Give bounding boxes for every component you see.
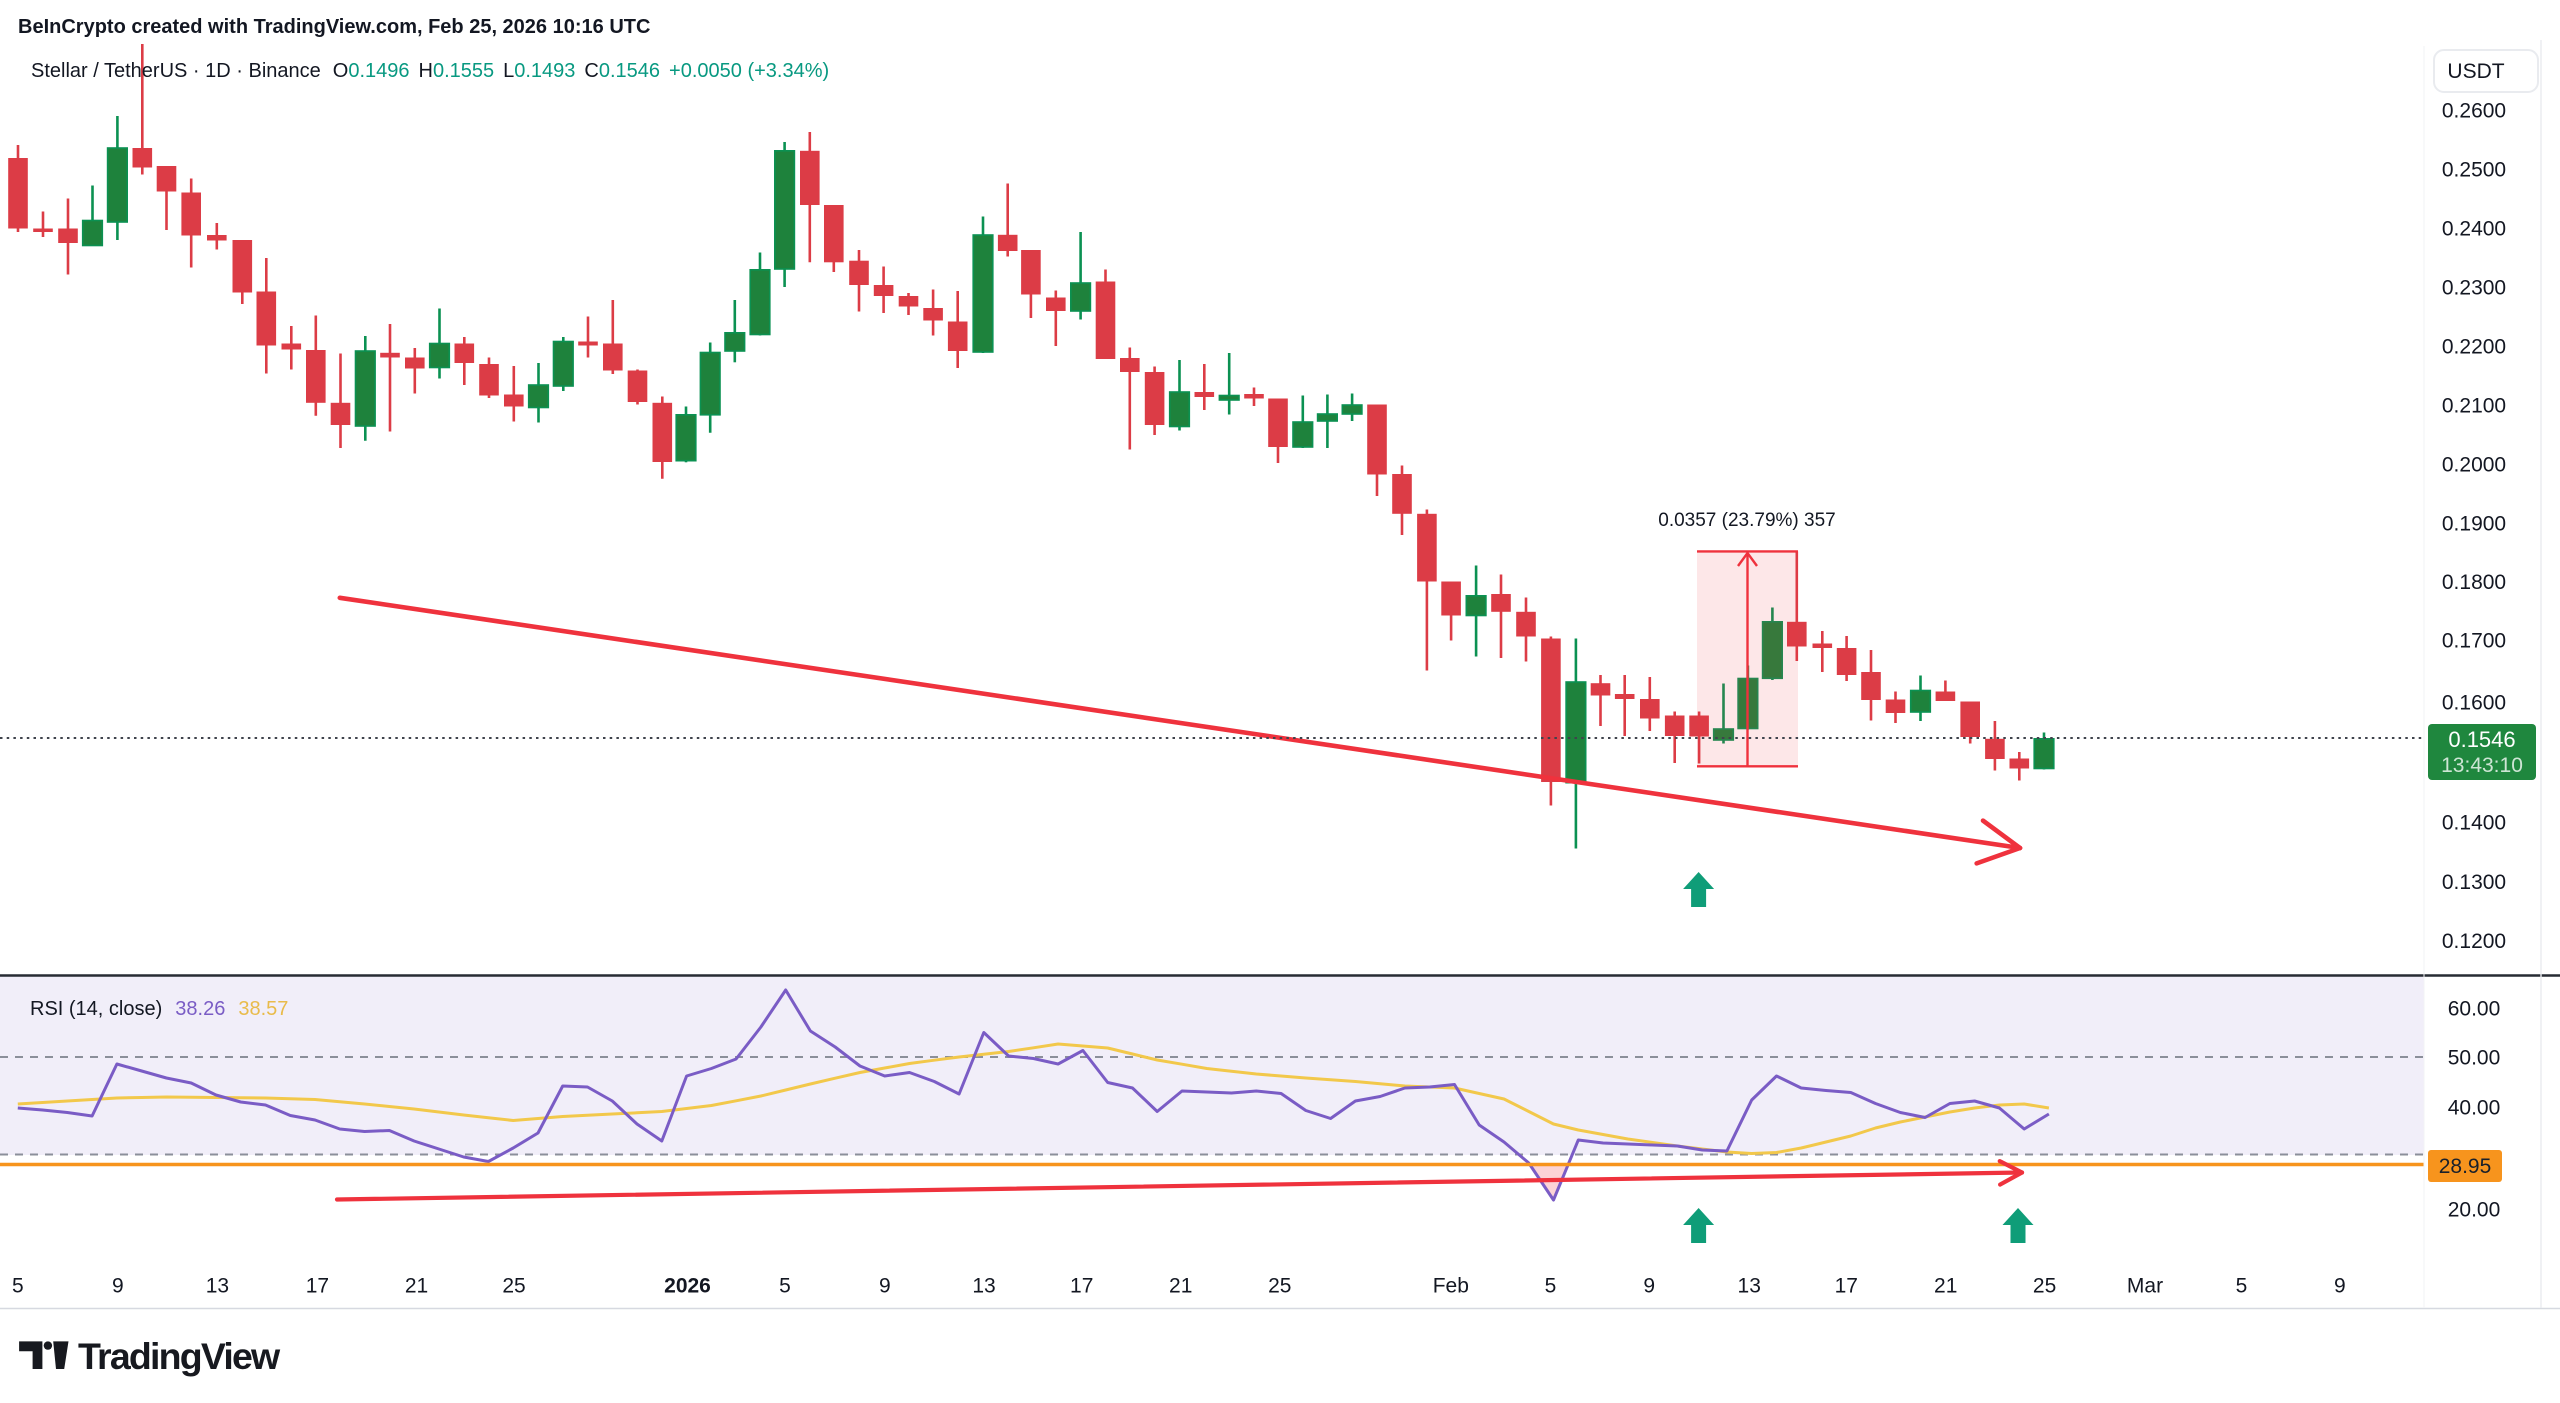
svg-text:Mar: Mar <box>2127 1275 2163 1298</box>
svg-text:50.00: 50.00 <box>2448 1047 2501 1070</box>
svg-text:5: 5 <box>12 1275 24 1298</box>
svg-text:5: 5 <box>2236 1275 2248 1298</box>
svg-text:0.1546: 0.1546 <box>2448 727 2515 752</box>
svg-text:2026: 2026 <box>664 1275 711 1298</box>
svg-text:25: 25 <box>2033 1275 2056 1298</box>
svg-text:13: 13 <box>206 1275 229 1298</box>
svg-text:0.2000: 0.2000 <box>2442 454 2506 477</box>
svg-text:13:43:10: 13:43:10 <box>2441 754 2523 777</box>
svg-text:17: 17 <box>1070 1275 1093 1298</box>
svg-text:0.2400: 0.2400 <box>2442 218 2506 241</box>
svg-text:21: 21 <box>1934 1275 1957 1298</box>
svg-text:9: 9 <box>879 1275 891 1298</box>
svg-text:0.1700: 0.1700 <box>2442 630 2506 653</box>
svg-text:0.2100: 0.2100 <box>2442 395 2506 418</box>
svg-text:0.1300: 0.1300 <box>2442 871 2506 894</box>
svg-text:5: 5 <box>1545 1275 1557 1298</box>
svg-text:0.0357 (23.79%) 357: 0.0357 (23.79%) 357 <box>1658 510 1835 531</box>
svg-text:13: 13 <box>972 1275 995 1298</box>
svg-text:17: 17 <box>306 1275 329 1298</box>
svg-text:9: 9 <box>1643 1275 1655 1298</box>
svg-text:0.1600: 0.1600 <box>2442 692 2506 715</box>
svg-text:0.1400: 0.1400 <box>2442 812 2506 835</box>
svg-text:0.2200: 0.2200 <box>2442 336 2506 359</box>
svg-text:0.2300: 0.2300 <box>2442 277 2506 300</box>
svg-text:9: 9 <box>2334 1275 2346 1298</box>
svg-text:BeInCrypto created with Tradin: BeInCrypto created with TradingView.com,… <box>18 16 650 38</box>
svg-text:60.00: 60.00 <box>2448 998 2501 1021</box>
svg-text:20.00: 20.00 <box>2448 1199 2501 1222</box>
svg-text:0.1900: 0.1900 <box>2442 513 2506 536</box>
svg-text:0.1200: 0.1200 <box>2442 930 2506 953</box>
svg-text:40.00: 40.00 <box>2448 1097 2501 1120</box>
svg-text:9: 9 <box>112 1275 124 1298</box>
svg-text:TradingView: TradingView <box>78 1335 281 1377</box>
svg-text:Stellar / TetherUS · 1D · Bina: Stellar / TetherUS · 1D · Binance O0.1496… <box>31 60 829 82</box>
svg-text:0.2500: 0.2500 <box>2442 159 2506 182</box>
svg-text:21: 21 <box>405 1275 428 1298</box>
svg-text:25: 25 <box>502 1275 525 1298</box>
svg-text:0.1800: 0.1800 <box>2442 571 2506 594</box>
svg-text:21: 21 <box>1169 1275 1192 1298</box>
svg-text:Feb: Feb <box>1433 1275 1469 1298</box>
svg-text:17: 17 <box>1835 1275 1858 1298</box>
svg-text:5: 5 <box>779 1275 791 1298</box>
svg-text:13: 13 <box>1738 1275 1761 1298</box>
svg-text:0.2600: 0.2600 <box>2442 100 2506 123</box>
svg-text:25: 25 <box>1268 1275 1291 1298</box>
svg-text:USDT: USDT <box>2447 60 2504 83</box>
svg-text:28.95: 28.95 <box>2439 1155 2492 1178</box>
